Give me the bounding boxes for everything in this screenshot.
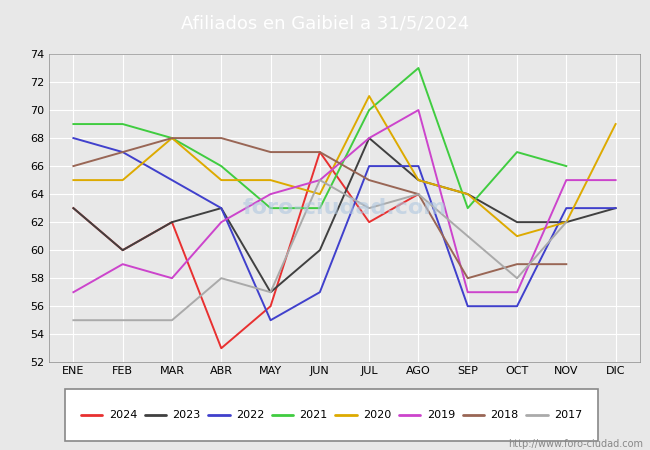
Text: 2021: 2021 [300,410,328,420]
Text: Afiliados en Gaibiel a 31/5/2024: Afiliados en Gaibiel a 31/5/2024 [181,14,469,33]
Text: http://www.foro-ciudad.com: http://www.foro-ciudad.com [508,439,644,449]
Text: 2017: 2017 [554,410,582,420]
Text: 2019: 2019 [427,410,455,420]
Text: foro-ciudad.com: foro-ciudad.com [242,198,447,218]
Text: 2022: 2022 [236,410,265,420]
Text: 2023: 2023 [172,410,201,420]
Text: 2024: 2024 [109,410,137,420]
Text: 2020: 2020 [363,410,391,420]
Text: 2018: 2018 [491,410,519,420]
FancyBboxPatch shape [65,389,598,441]
